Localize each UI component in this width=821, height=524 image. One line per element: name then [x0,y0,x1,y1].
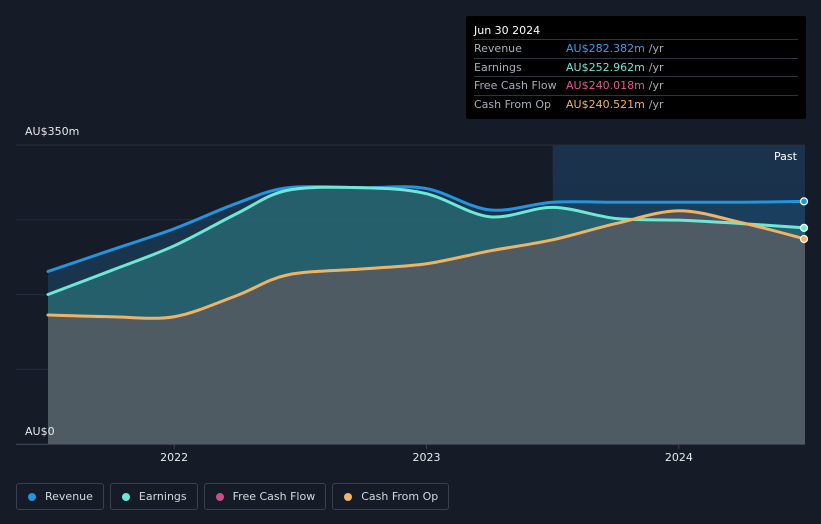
x-tick-label: 2022 [160,451,188,464]
tooltip-value: AU$240.018m [566,79,645,93]
tooltip-value: AU$252.962m [566,60,645,74]
tooltip-label: Cash From Op [474,97,552,111]
series-areas [48,186,805,444]
tooltip-row-cash-from-op: Cash From Op AU$240.521m /yr [474,94,798,114]
tooltip-row-earnings: Earnings AU$252.962m /yr [474,57,798,77]
tooltip-unit: /yr [648,60,664,74]
end-marker-revenue [799,197,809,206]
legend-dot-icon [121,492,130,501]
legend-item-cash-from-op[interactable]: Cash From Op [332,483,450,510]
x-tick-label: 2024 [665,451,693,464]
legend-item-revenue[interactable]: Revenue [16,483,104,510]
y-axis-min-label: AU$0 [25,425,55,438]
tooltip-label: Free Cash Flow [474,79,557,93]
tooltip-label: Earnings [474,60,522,74]
legend-item-earnings[interactable]: Earnings [109,483,198,510]
legend-dot-icon [344,492,353,501]
tooltip-unit: /yr [648,97,664,111]
end-marker-earnings [799,223,809,232]
series-end-markers [799,197,809,244]
legend-label: Cash From Op [361,490,439,503]
legend-label: Earnings [138,490,187,503]
x-axis: 2022 2023 2024 [16,444,805,464]
legend-label: Revenue [45,490,93,503]
tooltip-row-revenue: Revenue AU$282.382m /yr [474,39,798,58]
tooltip-value: AU$240.521m [566,97,645,111]
x-tick-label: 2023 [413,451,441,464]
tooltip-value: AU$282.382m [566,42,645,56]
tooltip: Jun 30 2024 Revenue AU$282.382m /yr Earn… [466,16,806,119]
tooltip-label: Revenue [474,42,522,56]
y-axis-max-label: AU$350m [25,125,80,138]
tooltip-unit: /yr [648,79,664,93]
line-earnings [46,185,807,296]
legend: Revenue Earnings Free Cash Flow Cash Fro… [16,483,450,510]
legend-label: Free Cash Flow [232,490,316,503]
legend-dot-icon [28,492,36,501]
series-lines [46,185,807,320]
tooltip-date: Jun 30 2024 [474,24,541,37]
line-cash-from-op [46,209,807,320]
area-cash-from-op [48,210,805,444]
line-revenue [46,185,807,273]
legend-item-free-cash-flow[interactable]: Free Cash Flow [203,483,327,510]
tooltip-row-free-cash-flow: Free Cash Flow AU$240.018m /yr [474,76,798,95]
legend-dot-icon [215,492,224,501]
past-label: Past [774,150,797,163]
tooltip-unit: /yr [648,42,664,56]
end-marker-cash-from-op [799,234,809,244]
